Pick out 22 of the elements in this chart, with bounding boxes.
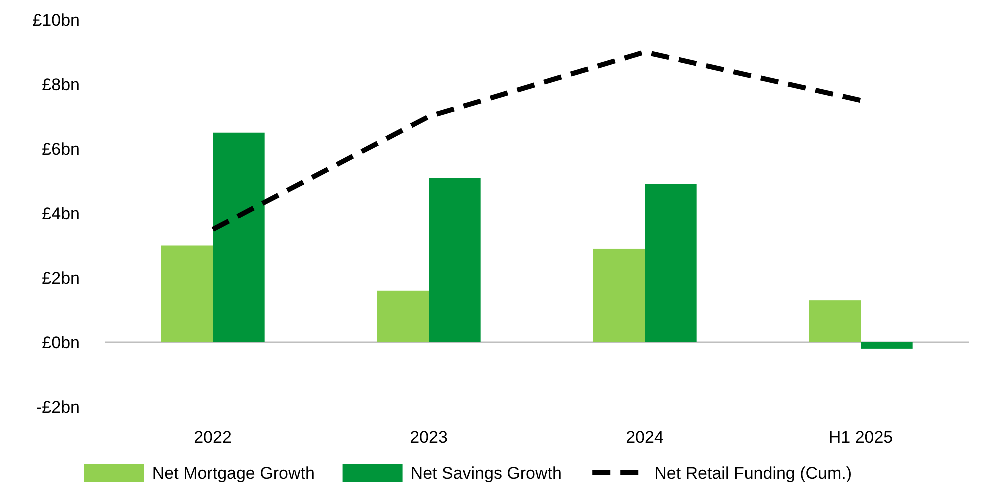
legend-label: Net Savings Growth — [410, 464, 562, 483]
bar — [161, 246, 213, 342]
x-tick-label: 2024 — [626, 428, 664, 447]
bar — [645, 184, 697, 342]
y-tick-label: £0bn — [42, 333, 80, 352]
legend-label: Net Retail Funding (Cum.) — [654, 464, 852, 483]
y-tick-label: £2bn — [42, 268, 80, 288]
bar — [809, 300, 861, 342]
y-tick-label: £8bn — [42, 75, 80, 94]
legend-label: Net Mortgage Growth — [152, 464, 315, 483]
bar — [861, 342, 913, 349]
x-tick-label: 2022 — [194, 428, 232, 447]
y-tick-label: £6bn — [42, 140, 80, 159]
bar — [377, 290, 429, 342]
y-tick-label: £10bn — [32, 10, 80, 30]
bar — [429, 178, 481, 342]
bar — [593, 248, 645, 342]
y-tick-label: -£2bn — [36, 398, 80, 417]
y-tick-label: £4bn — [42, 204, 80, 224]
x-tick-label: H1 2025 — [828, 428, 894, 447]
x-tick-label: 2023 — [410, 428, 448, 447]
bar — [213, 132, 265, 342]
